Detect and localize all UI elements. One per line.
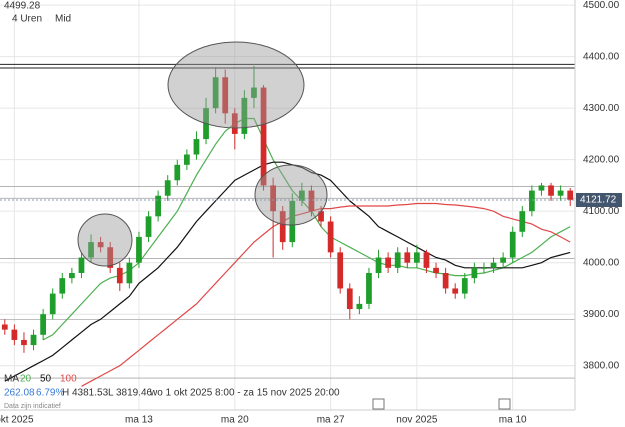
candle-body [30,334,37,346]
candle-body [414,252,420,263]
candle-body [299,190,305,201]
candle-body [529,190,535,212]
highlight-ellipse [77,213,133,267]
candle-body [193,139,200,155]
change: 262.08 [4,388,35,399]
candle-body [346,288,353,310]
candle-body [433,267,439,273]
y-tick-label: 4100.00 [583,206,620,217]
x-tick-label: ma 13 [125,415,153,426]
candle-body [471,267,478,279]
x-tick-label: ma 27 [317,415,345,426]
candle-body [1,324,8,330]
candle-body [241,97,248,134]
candle-body [327,221,334,253]
candle-body [308,190,315,212]
candle-body [59,278,66,294]
price-mode: Mid [55,14,71,25]
legend-entry: 20 [20,374,32,385]
candle-body [442,272,449,289]
candle-body [116,267,123,284]
x-tick-label: ma 20 [221,415,249,426]
candle-body [164,180,171,196]
calendar-icon[interactable] [372,398,385,410]
y-tick-label: 4300.00 [583,103,620,114]
candle-body [251,87,257,98]
y-tick-label: 4000.00 [583,257,620,268]
legend-entry: 50 [40,374,52,385]
candle-body [404,252,411,263]
candle-body [260,87,267,186]
y-tick-label: 4400.00 [583,51,620,62]
candle-body [394,252,401,268]
candle-body [375,257,382,273]
candle-body [107,247,114,268]
candle-body [136,236,142,263]
info-line: 262.08 6.79% H 4381.53 L 3819.46 wo 1 ok… [4,388,340,410]
candle-body [289,200,296,243]
plot-area [0,0,575,410]
candle-body [481,267,487,269]
legend-title: MA [4,374,19,385]
y-tick-label: 4500.00 [583,0,620,11]
interval: 4 Uren [12,14,42,25]
candle-body [145,216,152,237]
candle-body [490,262,497,268]
highlight-ellipse [167,41,305,129]
candle-body [567,190,574,200]
candle-body [279,211,286,243]
candle-body [78,257,85,273]
candle-body [538,185,545,191]
candle-body [452,288,459,294]
legend-entry: 100 [60,374,77,385]
candle-body [69,272,75,279]
candle-body [126,262,133,284]
candle-body [270,185,276,212]
calendar-icon[interactable] [498,398,511,410]
candle-body [461,278,468,294]
last-price-tag [576,192,622,207]
x-tick-label: ma 10 [499,415,527,426]
candle-body [548,185,554,196]
candle-body [337,252,344,289]
moving-average [81,202,571,387]
date-range: wo 1 okt 2025 8:00 - za 15 nov 2025 20:0… [149,388,340,399]
note: Data zijn indicatief [4,403,61,410]
candle-body [385,257,391,268]
y-tick-label: 3900.00 [583,309,620,320]
high: H 4381.53 [62,388,109,399]
y-tick-label: 4200.00 [583,154,620,165]
candle-body [366,272,372,304]
candle-body [184,154,190,165]
candle-body [11,329,18,340]
candle-body [423,252,430,268]
x-tick-label: okt 2025 [0,415,34,426]
candle-body [88,242,94,258]
candle-body [222,77,229,114]
candle-body [155,195,161,217]
candle-body [557,190,564,196]
moving-average [4,161,571,382]
candle-body [212,77,219,109]
low: L 3819.46 [108,388,153,399]
candle-body [509,231,516,258]
candle-body [49,293,56,315]
candle-body [21,339,27,346]
candle-body [40,314,46,335]
highlight-ellipse [254,164,328,226]
candle-body [231,113,238,134]
candle-body [500,257,506,263]
change-pct: 6.79% [36,388,64,399]
candle-body [97,242,104,248]
y-tick-label: 3800.00 [583,360,620,371]
last-price-label: 4121.72 [580,195,617,206]
x-tick-label: nov 2025 [396,415,438,426]
candle-body [356,303,363,310]
cursor-price: 4499.28 [4,1,41,12]
candle-body [318,211,324,222]
candle-body [519,211,526,232]
candle-body [174,164,181,181]
